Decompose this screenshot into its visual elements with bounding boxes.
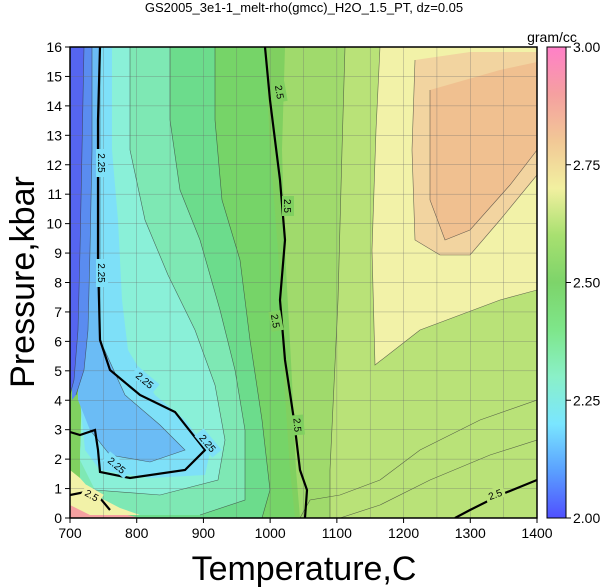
- contour-label: 2.5: [281, 199, 292, 213]
- colorbar-tick-label: 2.25: [573, 392, 600, 408]
- colorbar-unit: gram/cc: [527, 29, 577, 45]
- x-tick-label: 1400: [521, 525, 552, 541]
- y-tick-label: 10: [46, 216, 62, 232]
- y-tick-label: 1: [54, 481, 62, 497]
- x-tick-label: 1000: [255, 525, 286, 541]
- y-tick-label: 7: [54, 304, 62, 320]
- contour-2.25-left: [70, 47, 207, 480]
- contour-label: 2.5: [487, 488, 504, 503]
- x-tick-label: 1200: [388, 525, 419, 541]
- y-tick-label: 5: [54, 363, 62, 379]
- fill-band-2.2: [78, 47, 185, 462]
- colorbar-tick-label: 2.00: [573, 510, 600, 526]
- y-tick-label: 9: [54, 245, 62, 261]
- y-tick-label: 15: [46, 68, 62, 84]
- x-tick-label: 1300: [455, 525, 486, 541]
- chart-title: GS2005_3e1-1_melt-rho(gmcc)_H2O_1.5_PT, …: [145, 0, 463, 15]
- y-tick-label: 11: [47, 186, 62, 202]
- y-tick-label: 13: [46, 127, 62, 143]
- x-tick-label: 900: [192, 525, 216, 541]
- colorbar-gradient: [546, 46, 567, 519]
- y-tick-label: 12: [46, 157, 62, 173]
- contour-lines-thin: [70, 47, 537, 518]
- x-axis-ticks: 700 800 900 1000 1100 1200 1300 1400: [58, 518, 553, 541]
- colorbar-tick-label: 3.00: [573, 39, 600, 55]
- x-tick-label: 1100: [322, 525, 352, 541]
- contour-labels: 2.5 2.5 2.5 2.5 2.25 2.25 2.25 2.25 2.25…: [80, 81, 507, 506]
- colorbar-tick-label: 2.50: [573, 275, 600, 291]
- colorbar-ticks: 2.00 2.25 2.50 2.75 3.00: [566, 39, 600, 526]
- colorbar: gram/cc 2.00 2.25 2.50 2.75 3.00: [527, 29, 600, 526]
- contour-label: 2.5: [272, 84, 285, 100]
- fill-band-2.75: [430, 62, 537, 240]
- contour-label: 2.25: [95, 263, 106, 283]
- y-tick-label: 0: [54, 510, 62, 526]
- contour-label: 2.5: [268, 313, 281, 329]
- y-tick-label: 16: [46, 39, 62, 55]
- colorbar-tick-label: 2.75: [573, 157, 600, 173]
- y-tick-label: 4: [54, 392, 62, 408]
- fill-band-2.05: [70, 47, 84, 395]
- x-tick-label: 700: [58, 525, 82, 541]
- y-tick-label: 8: [54, 275, 62, 291]
- contour-label: 2.5: [290, 418, 302, 433]
- y-tick-label: 6: [54, 333, 62, 349]
- x-tick-label: 800: [125, 525, 149, 541]
- fill-band-hot-yellow: [70, 470, 140, 515]
- y-tick-label: 3: [54, 422, 62, 438]
- y-tick-label: 14: [46, 98, 62, 114]
- y-axis-title: Pressure,kbar: [4, 176, 42, 388]
- x-axis-title: Temperature,C: [192, 550, 417, 587]
- y-tick-label: 2: [54, 451, 62, 467]
- contour-label: 2.25: [95, 153, 106, 173]
- contour-2.5-right: [454, 478, 537, 518]
